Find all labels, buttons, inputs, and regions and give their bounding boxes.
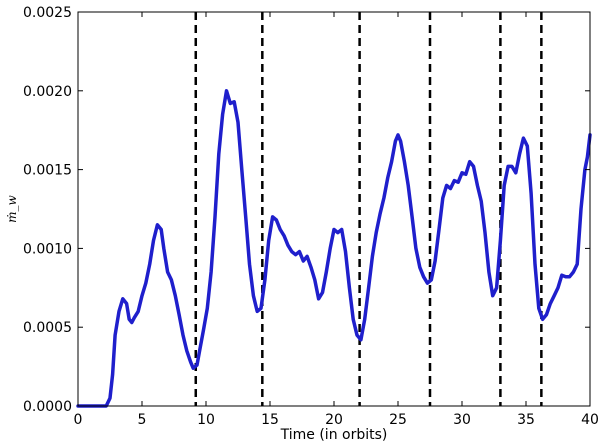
x-tick-label: 25	[389, 412, 407, 428]
x-tick-label: 10	[197, 412, 215, 428]
y-tick-label: 0.0010	[23, 241, 72, 257]
x-axis-label: Time (in orbits)	[280, 427, 388, 443]
y-axis-ticks: 0.0000 0.0005 0.0010 0.0015 0.0020 0.0025	[23, 5, 590, 415]
y-tick-label: 0.0020	[23, 84, 72, 100]
y-tick-label: 0.0015	[23, 163, 72, 179]
x-tick-label: 15	[261, 412, 279, 428]
x-tick-label: 5	[138, 412, 147, 428]
x-axis-ticks: 0 5 10 15 20 25 30 35 40	[74, 12, 599, 428]
y-tick-label: 0.0025	[23, 5, 72, 21]
x-tick-label: 40	[581, 412, 599, 428]
x-tick-label: 30	[453, 412, 471, 428]
plot-frame	[77, 11, 591, 407]
x-tick-label: 20	[325, 412, 343, 428]
y-axis-label: ṁ_w	[5, 194, 19, 222]
y-tick-label: 0.0005	[23, 320, 72, 336]
series-line	[76, 89, 592, 408]
x-tick-label: 35	[517, 412, 535, 428]
y-tick-label: 0.0000	[23, 399, 72, 415]
vertical-marker-lines	[194, 12, 543, 406]
x-tick-label: 0	[74, 412, 83, 428]
